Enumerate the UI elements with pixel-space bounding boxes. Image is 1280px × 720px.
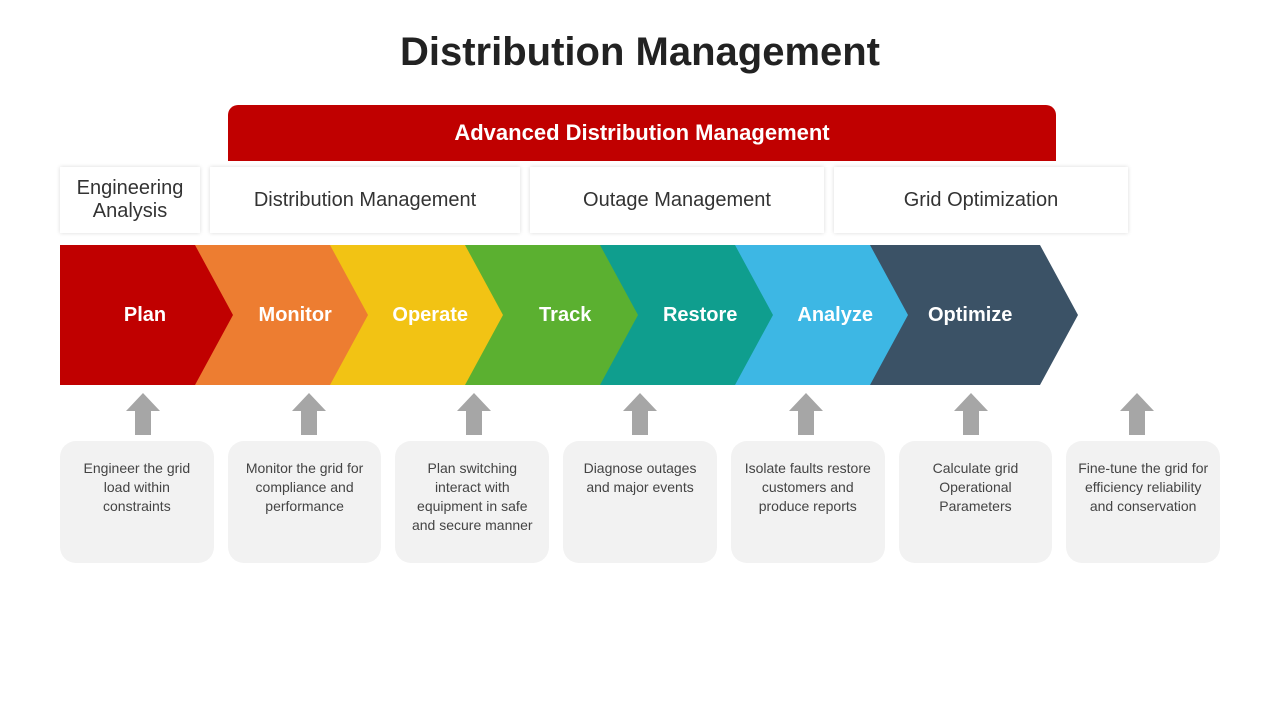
description-cards: Engineer the grid load within constraint… — [60, 441, 1220, 563]
page-title: Distribution Management — [60, 30, 1220, 75]
description-card: Calculate grid Operational Parameters — [899, 441, 1053, 563]
description-card: Monitor the grid for compliance and perf… — [228, 441, 382, 563]
adm-banner-text: Advanced Distribution Management — [454, 120, 829, 146]
category-box: Grid Optimization — [834, 167, 1128, 233]
description-card: Fine-tune the grid for efficiency reliab… — [1066, 441, 1220, 563]
description-card: Plan switching interact with equipment i… — [395, 441, 549, 563]
up-arrow-icon — [226, 393, 392, 439]
description-card: Isolate faults restore customers and pro… — [731, 441, 885, 563]
category-box: Distribution Management — [210, 167, 520, 233]
up-arrow-icon — [1054, 393, 1220, 439]
slide: Distribution Management Advanced Distrib… — [0, 0, 1280, 720]
up-arrow-icon — [723, 393, 889, 439]
chevron-label: Optimize — [885, 245, 1055, 385]
chevron-strip: PlanMonitorOperateTrackRestoreAnalyzeOpt… — [60, 245, 1220, 385]
up-arrow-icon — [60, 393, 226, 439]
description-card: Diagnose outages and major events — [563, 441, 717, 563]
up-arrow-icon — [889, 393, 1055, 439]
uparrow-row — [60, 393, 1220, 439]
category-row: Engineering AnalysisDistribution Managem… — [60, 167, 1220, 233]
category-box: Engineering Analysis — [60, 167, 200, 233]
description-card: Engineer the grid load within constraint… — [60, 441, 214, 563]
up-arrow-icon — [391, 393, 557, 439]
up-arrow-icon — [557, 393, 723, 439]
adm-banner: Advanced Distribution Management — [228, 105, 1056, 161]
category-box: Outage Management — [530, 167, 824, 233]
